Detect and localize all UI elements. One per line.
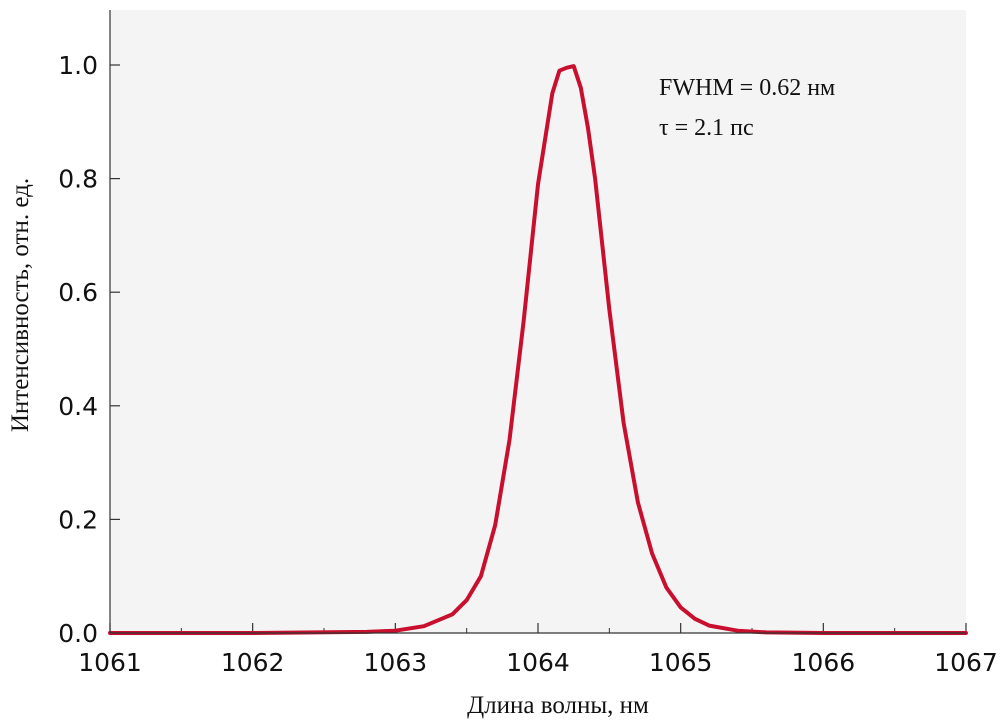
plot-area [110, 10, 966, 633]
x-tick-label-1061: 1061 [78, 648, 142, 677]
x-tick-label-1062: 1062 [221, 648, 285, 677]
series-line [108, 64, 968, 635]
y-axis-title: Интенсивность, отн. ед. [7, 178, 34, 432]
y-tick-label-0.8: 0.8 [58, 165, 98, 194]
x-tick-label-1063: 1063 [364, 648, 428, 677]
x-tick-label-1066: 1066 [792, 648, 856, 677]
x-tick-label-1065: 1065 [649, 648, 713, 677]
x-axis-title: Длина волны, нм [467, 692, 649, 719]
y-tick-label-0.0: 0.0 [58, 619, 98, 648]
x-tick-label-1067: 1067 [934, 648, 998, 677]
annotation-fwhm: FWHM = 0.62 нм [659, 75, 835, 101]
y-tick-label-0.4: 0.4 [58, 392, 98, 421]
y-tick-label-0.2: 0.2 [58, 505, 98, 534]
y-tick-label-1.0: 1.0 [58, 51, 98, 80]
y-tick-label-0.6: 0.6 [58, 278, 98, 307]
annotation-tau: τ = 2.1 пс [659, 115, 754, 141]
x-tick-label-1064: 1064 [506, 648, 570, 677]
